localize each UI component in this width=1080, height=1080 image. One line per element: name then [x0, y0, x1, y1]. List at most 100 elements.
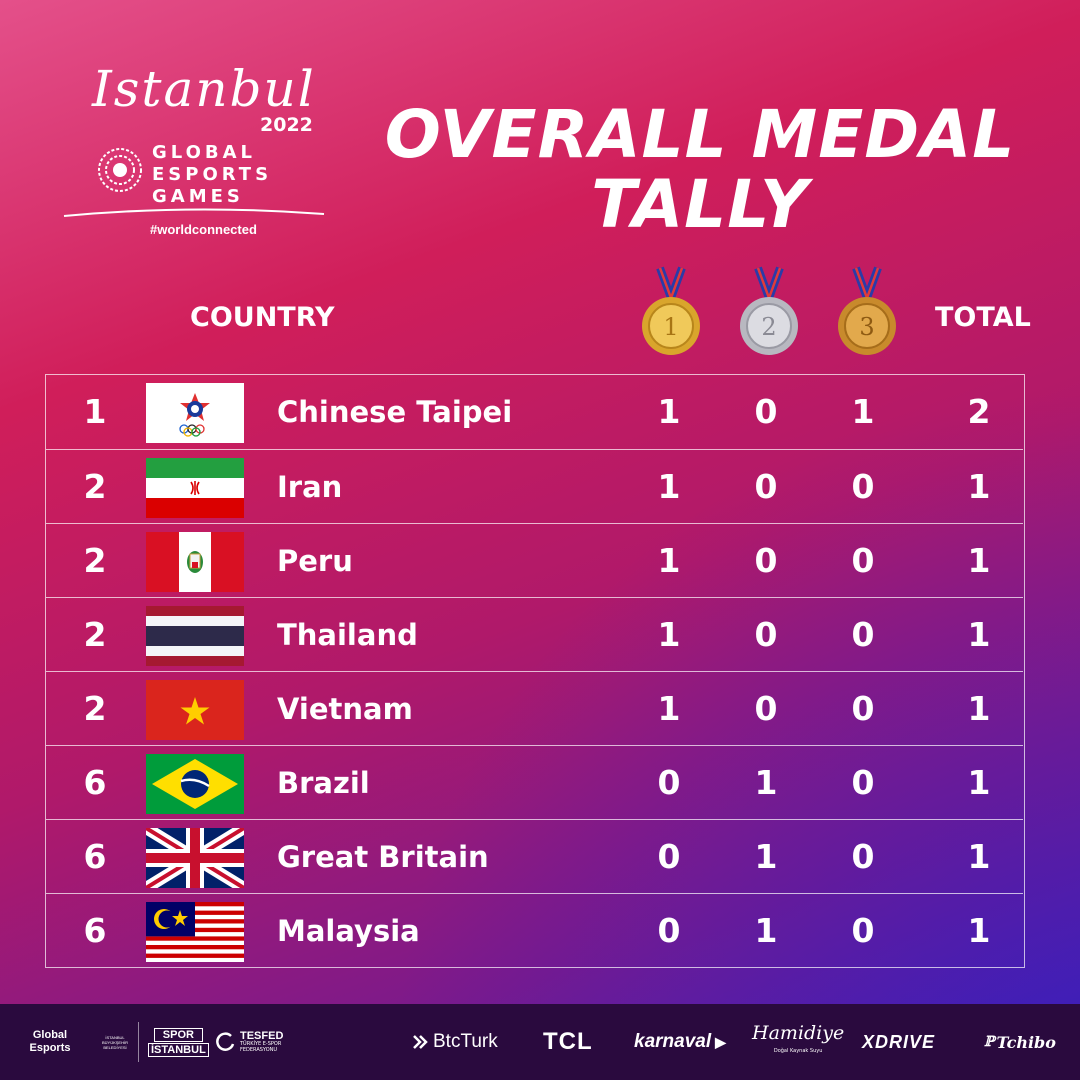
gold-count: 1 — [657, 467, 681, 506]
tchibo-logo: ℙ Tchibo — [984, 1004, 1056, 1080]
gold-count: 1 — [657, 392, 681, 431]
total-count: 1 — [967, 689, 991, 728]
event-logo: Istanbul 2022 GLOBAL ESPORTS GAMES #worl… — [62, 58, 332, 248]
play-icon: ▶ — [715, 1033, 726, 1050]
country-name: Vietnam — [277, 692, 413, 726]
rank-cell: 2 — [83, 467, 107, 506]
brazil-flag — [146, 754, 244, 814]
rank-cell: 2 — [83, 615, 107, 654]
ibb-text: İSTANBUL BÜYÜKŞEHİR BELEDİYESİ — [101, 1034, 128, 1050]
logo-line-global: GLOBAL — [152, 142, 257, 163]
great-britain-flag — [146, 828, 244, 888]
country-name: Peru — [277, 544, 353, 578]
globe-icon — [98, 148, 142, 192]
bronze-count: 0 — [851, 467, 875, 506]
logo-line-esports: ESPORTS — [152, 164, 273, 185]
bronze-medal-number: 3 — [859, 313, 874, 341]
gold-medal-icon: 1 — [642, 266, 700, 355]
rank-cell: 6 — [83, 911, 107, 950]
logo-line-games: GAMES — [152, 186, 244, 207]
silver-medal-icon: 2 — [740, 266, 798, 355]
tcl-logo: TCL — [543, 1028, 593, 1055]
tesfed-subtitle: TÜRKİYE E-SPOR FEDERASYONU — [240, 1041, 282, 1053]
btcturk-text: BtcTurk — [433, 1031, 498, 1052]
bronze-count: 0 — [851, 837, 875, 876]
hamidiye-text: Hamidiye — [752, 1022, 845, 1044]
total-count: 1 — [967, 615, 991, 654]
malaysia-flag — [146, 902, 244, 962]
total-header: TOTAL — [935, 302, 1031, 333]
logo-year: 2022 — [260, 114, 313, 136]
silver-count: 0 — [754, 467, 778, 506]
gold-count: 1 — [657, 615, 681, 654]
table-row: 6 Great Britain 0 1 0 1 — [46, 819, 1023, 894]
vietnam-flag — [146, 680, 244, 740]
bronze-count: 1 — [851, 392, 875, 431]
silver-count: 0 — [754, 615, 778, 654]
spor-text: SPOR — [153, 1027, 203, 1042]
country-name: Brazil — [277, 766, 370, 800]
title-line-1: OVERALL MEDAL — [384, 96, 1016, 173]
gold-medal-number: 1 — [663, 313, 678, 341]
total-count: 1 — [967, 763, 991, 802]
istanbul-text: İSTANBUL — [148, 1042, 209, 1057]
hamidiye-subtitle: Doğal Kaynak Suyu — [773, 1048, 823, 1054]
karnaval-text: karnaval — [634, 1031, 712, 1052]
ibb-logo: İSTANBUL BÜYÜKŞEHİR BELEDİYESİ — [94, 1004, 136, 1080]
tchibo-text: Tchibo — [996, 1032, 1056, 1052]
footer-divider — [138, 1022, 139, 1062]
spor-istanbul-logo: SPOR İSTANBUL — [148, 1004, 209, 1080]
country-name: Malaysia — [277, 914, 420, 948]
peru-flag — [146, 532, 244, 592]
logo-hashtag: #worldconnected — [150, 222, 257, 237]
table-row: 2 Peru 1 0 0 1 — [46, 523, 1023, 598]
table-row: 2 Vietnam 1 0 0 1 — [46, 671, 1023, 746]
table-row: 1 Chinese Taipei 1 0 — [46, 375, 1023, 449]
title-line-2: TALLY — [591, 166, 809, 243]
rank-cell: 2 — [83, 541, 107, 580]
total-count: 1 — [967, 541, 991, 580]
iran-flag — [146, 458, 244, 518]
bronze-count: 0 — [851, 689, 875, 728]
table-row: 2 Iran 1 0 0 1 — [46, 449, 1023, 524]
global-esports-text: Global Esports — [29, 1029, 71, 1054]
table-row: 6 Malaysia 0 1 — [46, 893, 1023, 968]
rank-cell: 6 — [83, 837, 107, 876]
tesfed-name: TESFED — [240, 1030, 284, 1042]
total-count: 1 — [967, 467, 991, 506]
silver-count: 1 — [754, 837, 778, 876]
chinese-taipei-flag — [146, 383, 244, 443]
country-name: Thailand — [277, 618, 418, 652]
silver-count: 1 — [754, 911, 778, 950]
medal-table: 1 Chinese Taipei 1 0 — [45, 374, 1025, 968]
country-name: Iran — [277, 470, 343, 504]
rank-cell: 2 — [83, 689, 107, 728]
table-row: 2 Thailand 1 0 0 1 — [46, 597, 1023, 672]
country-name: Great Britain — [277, 840, 489, 874]
silver-medal-number: 2 — [761, 313, 776, 341]
global-esports-logo: Global Esports — [22, 1004, 78, 1080]
country-header: COUNTRY — [190, 302, 335, 333]
btcturk-icon — [413, 1035, 428, 1049]
total-count: 2 — [967, 392, 991, 431]
tesfed-icon — [216, 1032, 235, 1051]
page-title: OVERALL MEDAL TALLY — [340, 100, 1060, 240]
tesfed-logo: TESFED TÜRKİYE E-SPOR FEDERASYONU — [216, 1004, 300, 1080]
hamidiye-logo: Hamidiye Doğal Kaynak Suyu — [752, 1004, 844, 1080]
gold-count: 1 — [657, 541, 681, 580]
total-count: 1 — [967, 837, 991, 876]
total-count: 1 — [967, 911, 991, 950]
gold-count: 0 — [657, 911, 681, 950]
gold-count: 0 — [657, 763, 681, 802]
silver-count: 0 — [754, 541, 778, 580]
silver-count: 0 — [754, 689, 778, 728]
silver-count: 0 — [754, 392, 778, 431]
country-name: Chinese Taipei — [277, 395, 513, 429]
btcturk-logo: BtcTurk — [410, 1004, 498, 1080]
silver-count: 1 — [754, 763, 778, 802]
thailand-flag — [146, 606, 244, 666]
logo-script-text: Istanbul — [92, 60, 316, 118]
bronze-count: 0 — [851, 541, 875, 580]
gold-count: 0 — [657, 837, 681, 876]
